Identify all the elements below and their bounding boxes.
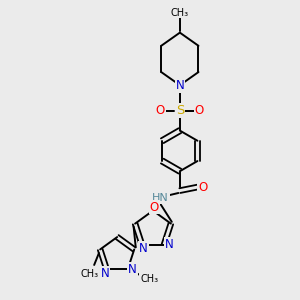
Text: O: O	[156, 104, 165, 117]
Text: CH₃: CH₃	[140, 274, 158, 284]
Text: O: O	[150, 200, 159, 214]
Text: N: N	[128, 263, 137, 276]
Text: N: N	[139, 242, 148, 255]
Text: CH₃: CH₃	[171, 8, 189, 18]
Text: N: N	[176, 79, 184, 92]
Text: O: O	[195, 104, 204, 117]
Text: O: O	[198, 181, 207, 194]
Text: CH₃: CH₃	[80, 269, 98, 279]
Text: S: S	[176, 104, 184, 117]
Text: N: N	[101, 267, 110, 280]
Text: HN: HN	[152, 193, 169, 203]
Text: N: N	[164, 238, 173, 250]
